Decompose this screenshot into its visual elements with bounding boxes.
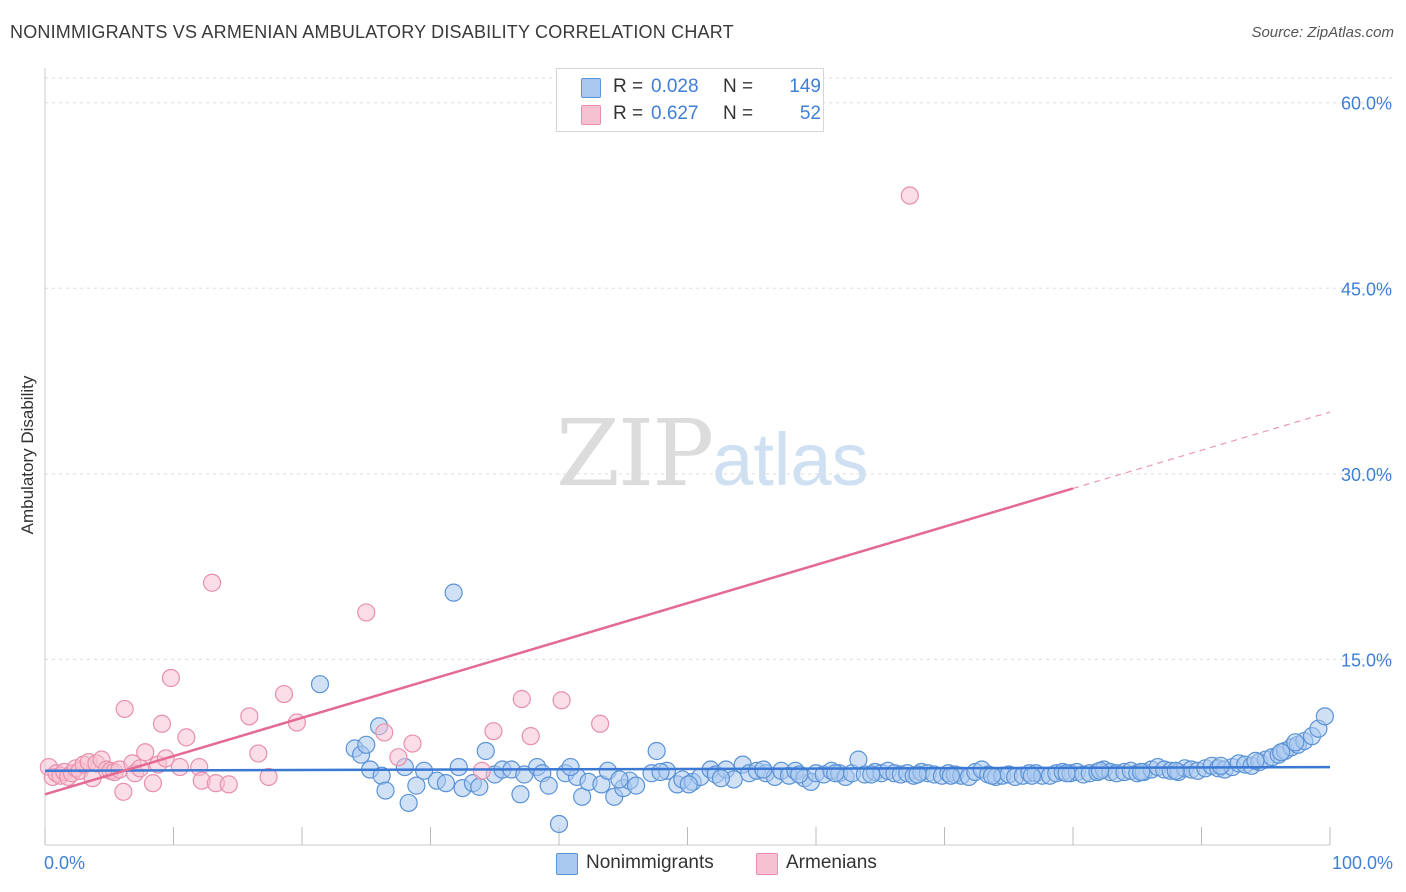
armenians-point bbox=[240, 707, 259, 726]
legend-r-label: R = bbox=[613, 76, 644, 97]
armenians-point bbox=[591, 714, 610, 733]
nonimmigrants-point bbox=[1315, 707, 1334, 726]
nonimmigrants-point bbox=[610, 770, 629, 789]
nonimmigrants-point bbox=[908, 765, 927, 784]
nonimmigrants-point bbox=[1132, 762, 1151, 782]
legend-n-label: N = bbox=[723, 103, 754, 124]
nonimmigrants-point bbox=[651, 762, 670, 782]
x-tick-label: 0.0% bbox=[44, 853, 85, 873]
armenians-point bbox=[136, 743, 155, 762]
source-label: Source: ZipAtlas.com bbox=[1251, 24, 1394, 41]
legend-swatch-pink bbox=[581, 105, 601, 125]
nonimmigrants-point bbox=[376, 781, 395, 800]
nonimmigrants-point bbox=[407, 776, 426, 795]
nonimmigrants-point bbox=[1166, 761, 1185, 780]
nonimmigrants-point bbox=[711, 769, 731, 788]
legend-r-value: 0.627 bbox=[651, 103, 699, 124]
armenians-point bbox=[202, 573, 222, 592]
y-tick-label: 60.0% bbox=[1341, 94, 1392, 114]
y-tick-label: 30.0% bbox=[1341, 465, 1392, 485]
legend-swatch-blue bbox=[581, 78, 601, 98]
nonimmigrants-point bbox=[790, 765, 809, 784]
chart-title: NONIMMIGRANTS VS ARMENIAN AMBULATORY DIS… bbox=[10, 22, 734, 42]
nonimmigrants-point bbox=[470, 777, 489, 796]
nonimmigrants-point bbox=[626, 776, 646, 795]
armenians-point bbox=[259, 767, 278, 787]
nonimmigrants-point bbox=[310, 675, 330, 694]
armenians-point bbox=[484, 722, 503, 741]
nonimmigrants-point bbox=[1246, 751, 1265, 770]
nonimmigrants-point bbox=[679, 775, 698, 794]
armenians-point bbox=[152, 714, 172, 733]
nonimmigrants-point bbox=[476, 741, 495, 761]
legend-r-value: 0.028 bbox=[651, 76, 699, 97]
nonimmigrants-point bbox=[449, 757, 468, 777]
legend-swatch-pink bbox=[756, 853, 778, 875]
watermark-atlas: atlas bbox=[712, 418, 869, 501]
armenians-point bbox=[143, 774, 163, 793]
nonimmigrants-point bbox=[1272, 743, 1291, 762]
nonimmigrants-point bbox=[1286, 733, 1305, 752]
armenians-point bbox=[403, 734, 422, 753]
nonimmigrants-point bbox=[549, 814, 569, 834]
nonimmigrants-point bbox=[647, 741, 666, 761]
watermark-zip: ZIP bbox=[556, 400, 714, 507]
nonimmigrants-point bbox=[561, 757, 580, 777]
x-tick-label: 100.0% bbox=[1332, 853, 1393, 873]
y-axis-label: Ambulatory Disability bbox=[18, 375, 37, 535]
legend-label-nonimmigrants: Nonimmigrants bbox=[586, 852, 714, 873]
armenians-point bbox=[900, 186, 919, 205]
armenians-point bbox=[114, 782, 133, 801]
legend-n-label: N = bbox=[723, 76, 754, 97]
nonimmigrants-point bbox=[941, 766, 961, 785]
nonimmigrants-trend-line bbox=[44, 765, 1331, 773]
armenians-point bbox=[219, 775, 238, 794]
armenians-point bbox=[521, 727, 540, 746]
nonimmigrants-point bbox=[1090, 761, 1110, 780]
correlation-legend: R = 0.028 N = 149 R = 0.627 N = 52 bbox=[556, 68, 824, 132]
nonimmigrants-point bbox=[444, 583, 463, 602]
nonimmigrants-point bbox=[357, 735, 376, 754]
armenians-point bbox=[512, 689, 531, 709]
armenians-trend-line bbox=[44, 487, 1074, 796]
armenians-point bbox=[274, 684, 294, 704]
nonimmigrants-point bbox=[982, 766, 1002, 785]
armenians-point bbox=[161, 668, 181, 688]
y-tick-label: 45.0% bbox=[1341, 279, 1392, 299]
nonimmigrants-point bbox=[539, 776, 558, 795]
armenians-trend-line-extension bbox=[1072, 411, 1331, 490]
armenians-point bbox=[249, 744, 268, 763]
nonimmigrants-point bbox=[511, 785, 530, 804]
y-tick-label: 15.0% bbox=[1341, 650, 1392, 670]
armenians-point bbox=[115, 699, 134, 719]
legend-label-armenians: Armenians bbox=[786, 852, 877, 873]
legend-r-label: R = bbox=[613, 103, 644, 124]
nonimmigrants-point bbox=[436, 774, 456, 793]
armenians-point bbox=[357, 603, 376, 622]
legend-n-value: 52 bbox=[799, 103, 821, 124]
armenians-point bbox=[389, 748, 408, 767]
watermark: ZIPatlas bbox=[556, 400, 868, 507]
armenians-point bbox=[375, 723, 394, 742]
armenians-point bbox=[552, 691, 571, 710]
legend-n-value: 149 bbox=[789, 76, 821, 97]
nonimmigrants-point bbox=[399, 793, 418, 813]
nonimmigrants-point bbox=[1211, 756, 1230, 775]
armenians-point bbox=[170, 757, 190, 777]
nonimmigrants-point bbox=[862, 765, 881, 784]
legend-swatch-blue bbox=[556, 853, 578, 875]
nonimmigrants-point bbox=[1022, 766, 1041, 785]
armenians-point bbox=[177, 728, 196, 747]
